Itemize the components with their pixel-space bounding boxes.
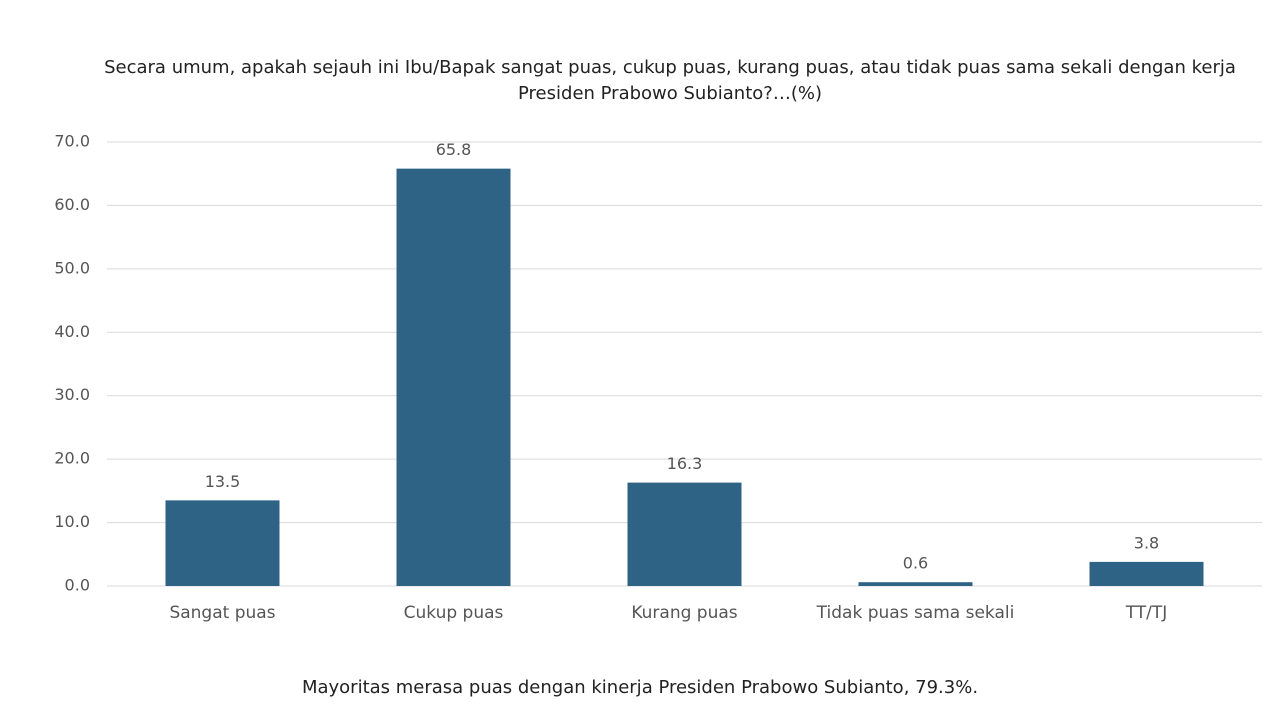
x-tick-label: Sangat puas	[169, 603, 276, 623]
bar	[396, 168, 511, 586]
x-tick-label: Cukup puas	[403, 603, 504, 623]
chart-title: Secara umum, apakah sejauh ini Ibu/Bapak…	[104, 57, 1236, 104]
y-tick-label: 10.0	[54, 512, 90, 531]
y-tick-label: 40.0	[54, 322, 90, 341]
y-tick-label: 60.0	[54, 195, 90, 214]
data-label: 16.3	[667, 454, 703, 473]
data-label: 13.5	[205, 472, 241, 491]
y-tick-label: 50.0	[54, 258, 90, 277]
data-label: 65.8	[436, 140, 472, 159]
data-label: 0.6	[903, 554, 928, 573]
annotation: Mayoritas merasa puas dengan kinerja Pre…	[301, 677, 979, 698]
x-tick-label: Kurang puas	[631, 603, 738, 623]
bar	[858, 582, 973, 586]
y-tick-label: 0.0	[65, 576, 90, 595]
y-tick-label: 70.0	[54, 132, 90, 151]
x-tick-label: Tidak puas sama sekali	[816, 603, 1015, 623]
x-tick-label: TT/TJ	[1125, 603, 1168, 623]
bar	[1089, 561, 1204, 586]
data-label: 3.8	[1134, 533, 1159, 552]
y-tick-label: 30.0	[54, 385, 90, 404]
y-tick-label: 20.0	[54, 449, 90, 468]
bar	[165, 500, 280, 586]
bar	[627, 482, 742, 586]
